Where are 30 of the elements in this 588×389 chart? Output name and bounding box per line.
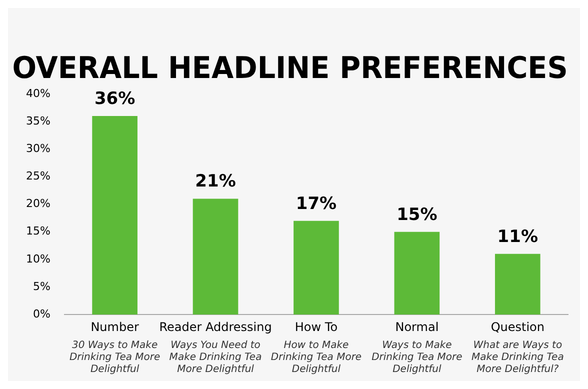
y-tick-label: 5% <box>32 280 50 293</box>
y-tick-label: 20% <box>26 197 50 210</box>
data-label: 36% <box>94 88 136 109</box>
x-tick-label: Number <box>90 320 139 334</box>
x-tick-label: Reader Addressing <box>159 320 272 334</box>
text: How to Make Drinking Tea More Delightful <box>270 340 362 376</box>
x-tick-label: How To <box>294 320 338 334</box>
bar <box>294 220 339 315</box>
y-tick-label: 25% <box>26 170 50 183</box>
x-tick-label: Question <box>490 320 544 334</box>
bar <box>192 198 238 315</box>
text: Ways to Make Drinking Tea More Delightful <box>372 340 462 376</box>
data-label: 15% <box>396 204 438 225</box>
y-tick-label: 35% <box>26 114 50 128</box>
chart-title: OVERALL HEADLINE PREFERENCES <box>12 50 568 85</box>
text: What are Ways to Make Drinking Tea More Delightful? <box>471 340 564 376</box>
y-tick-label: 0% <box>32 307 50 320</box>
y-tick-label: 30% <box>26 142 50 156</box>
bar <box>394 232 440 315</box>
y-tick-label: 10% <box>26 252 50 266</box>
text: 30 Ways to Make Drinking Tea More Delightful <box>69 340 160 376</box>
data-label: 11% <box>497 226 538 247</box>
data-label: 21% <box>195 172 236 192</box>
bar <box>92 116 138 315</box>
y-tick-label: 40% <box>26 86 50 100</box>
data-label: 17% <box>296 194 337 214</box>
y-tick-label: 15% <box>26 224 50 238</box>
x-tick-label: Normal <box>395 320 439 334</box>
text: Ways You Need to Make Drinking Tea More Delightful <box>169 340 262 376</box>
bar <box>494 254 540 315</box>
